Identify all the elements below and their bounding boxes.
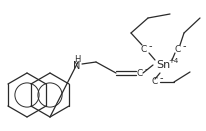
Text: C: C	[141, 45, 147, 54]
Text: C: C	[137, 69, 143, 78]
Text: H: H	[74, 54, 80, 64]
Text: -: -	[182, 41, 186, 51]
Text: -: -	[159, 73, 163, 83]
Text: +4: +4	[168, 58, 178, 64]
Text: Sn: Sn	[156, 60, 170, 70]
Text: C: C	[175, 45, 181, 54]
Text: C: C	[152, 78, 158, 86]
Text: -: -	[148, 41, 152, 51]
Text: -: -	[144, 64, 148, 74]
Text: N: N	[73, 61, 81, 71]
